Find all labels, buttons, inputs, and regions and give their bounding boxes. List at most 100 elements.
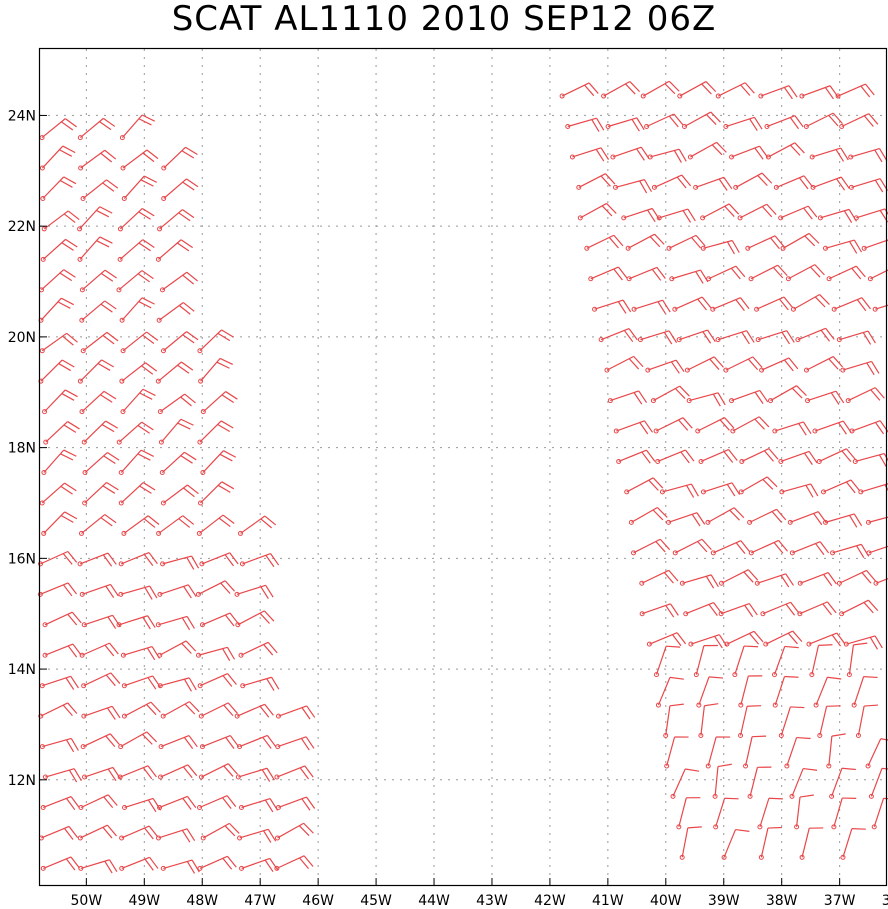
- wind-barb: [82, 481, 119, 506]
- wind-barb: [621, 207, 661, 223]
- y-tick-label: 24N: [8, 108, 36, 124]
- wind-barb: [118, 731, 158, 750]
- wind-barb: [858, 483, 888, 495]
- wind-barb: [38, 550, 78, 567]
- wind-barb: [626, 266, 666, 282]
- wind-barb: [275, 705, 316, 720]
- wind-barb: [698, 448, 738, 464]
- wind-barb: [695, 417, 735, 434]
- wind-barb: [754, 573, 794, 588]
- wind-barb: [569, 147, 610, 162]
- wind-barb: [616, 449, 656, 464]
- x-tick-label: 44W: [418, 893, 450, 909]
- wind-barb: [40, 176, 77, 201]
- wind-barb: [710, 540, 751, 556]
- wind-barb: [679, 826, 702, 860]
- wind-barb: [765, 142, 805, 160]
- wind-barb: [39, 118, 78, 141]
- wind-barb: [787, 511, 827, 526]
- wind-barb: [613, 179, 653, 194]
- wind-barb: [738, 705, 762, 739]
- wind-barb: [80, 733, 120, 750]
- wind-barb: [698, 703, 719, 739]
- wind-barb: [598, 328, 638, 343]
- wind-barb: [840, 360, 880, 376]
- x-tick-label: 40W: [650, 893, 682, 909]
- wind-barb: [80, 331, 119, 354]
- wind-barb: [789, 767, 818, 799]
- plot-frame: [38, 47, 888, 887]
- y-tick-label: 14N: [8, 662, 36, 678]
- wind-barb: [631, 538, 671, 556]
- wind-barb: [121, 175, 158, 201]
- wind-barb: [865, 738, 888, 769]
- wind-barb: [718, 602, 758, 618]
- wind-barb: [871, 797, 888, 830]
- wind-barb: [764, 115, 804, 130]
- wind-barb: [758, 826, 782, 860]
- wind-barb: [681, 111, 721, 130]
- wind-barb: [39, 482, 77, 506]
- wind-barb: [197, 795, 237, 810]
- wind-barb: [799, 827, 824, 860]
- wind-barb: [849, 420, 888, 435]
- wind-barb: [773, 175, 814, 190]
- wind-barb: [198, 763, 238, 780]
- wind-barb: [639, 603, 679, 618]
- wind-barb: [729, 145, 769, 160]
- wind-barb: [82, 452, 120, 476]
- wind-barb: [39, 675, 79, 690]
- wind-barb: [157, 640, 197, 658]
- wind-barb: [651, 174, 692, 190]
- wind-barb: [199, 612, 240, 628]
- wind-barb: [43, 421, 80, 445]
- wind-barb: [757, 797, 783, 830]
- wind-barb: [840, 828, 866, 860]
- wind-barb: [683, 602, 723, 617]
- wind-barb: [79, 300, 117, 323]
- wind-barb: [700, 203, 740, 221]
- wind-barb: [197, 855, 237, 871]
- wind-barb: [705, 507, 745, 525]
- wind-barb: [839, 599, 879, 617]
- x-tick-label: 45W: [360, 893, 392, 909]
- wind-barb: [82, 766, 122, 782]
- wind-barb: [199, 734, 240, 750]
- wind-barb: [686, 392, 726, 407]
- wind-barb: [155, 615, 195, 631]
- wind-barb: [198, 357, 234, 384]
- wind-barb: [778, 450, 818, 465]
- wind-barb: [240, 676, 280, 691]
- wind-barb: [663, 703, 684, 739]
- wind-barb: [721, 828, 750, 860]
- wind-barb: [872, 304, 888, 312]
- wind-barb: [706, 265, 746, 282]
- wind-barb: [732, 645, 759, 678]
- wind-barb: [77, 359, 114, 384]
- wind-barb: [234, 703, 274, 719]
- wind-barb: [688, 634, 728, 649]
- wind-barb: [645, 359, 685, 374]
- wind-barb: [38, 269, 76, 293]
- wind-barb: [81, 420, 118, 445]
- wind-barb: [158, 418, 194, 445]
- wind-barb: [77, 552, 117, 567]
- wind-barb: [846, 642, 868, 678]
- wind-barb: [664, 736, 689, 769]
- wind-barb: [37, 582, 78, 597]
- wind-barb: [239, 553, 280, 568]
- wind-barb: [820, 479, 861, 495]
- wind-barb: [613, 420, 653, 435]
- wind-barb: [672, 538, 712, 556]
- wind-barb: [196, 646, 236, 661]
- wind-barbs: [37, 80, 888, 874]
- wind-barb: [830, 543, 870, 559]
- wind-barb: [116, 421, 154, 445]
- wind-barb: [861, 239, 888, 251]
- wind-barb: [274, 855, 314, 871]
- wind-barb: [601, 81, 641, 99]
- wind-barb: [653, 417, 693, 434]
- x-tick-label: 43W: [476, 893, 508, 909]
- wind-barb: [78, 859, 118, 874]
- wind-barb: [117, 239, 155, 262]
